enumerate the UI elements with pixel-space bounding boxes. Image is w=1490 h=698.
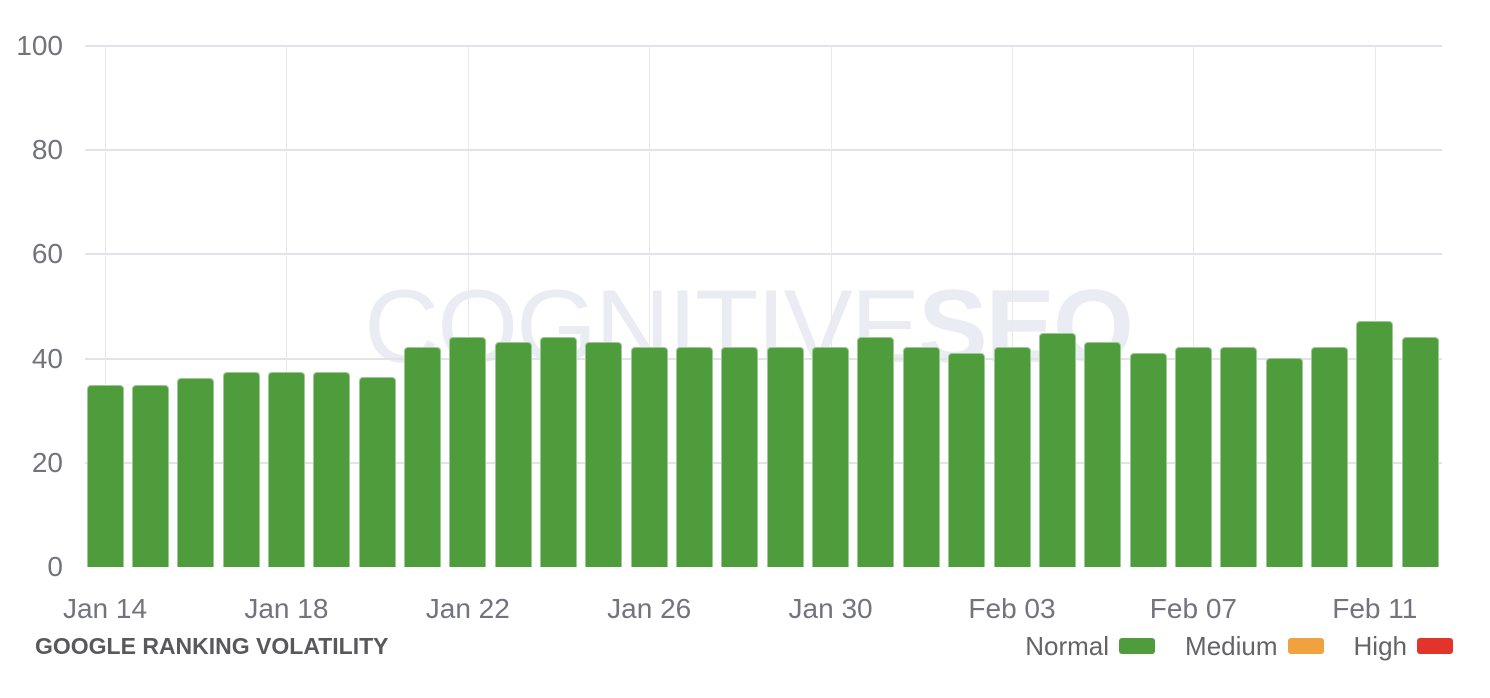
bar-jan-25[interactable]: [585, 342, 623, 567]
x-tick-label-jan-30: Jan 30: [788, 593, 873, 624]
chart-title: GOOGLE RANKING VOLATILITY: [35, 633, 389, 659]
legend-label-normal: Normal: [1025, 631, 1110, 661]
y-tick-label-20: 20: [31, 446, 63, 478]
legend-label-medium: Medium: [1185, 631, 1278, 661]
bar-jan-14[interactable]: [86, 384, 124, 567]
bar-jan-26[interactable]: [630, 347, 668, 567]
legend-swatch-normal: [1119, 638, 1156, 654]
h-gridline-60: [85, 253, 1442, 256]
bar-jan-20[interactable]: [358, 377, 396, 567]
x-tick-label-jan-14: Jan 14: [62, 593, 148, 624]
v-gridline-feb-07: [1193, 46, 1195, 567]
bar-feb-05[interactable]: [1084, 341, 1122, 567]
y-tick-label-40: 40: [31, 342, 63, 374]
legend-item-medium[interactable]: Medium: [1185, 631, 1324, 661]
v-gridline-jan-14: [105, 46, 106, 567]
bar-feb-07[interactable]: [1174, 347, 1212, 567]
x-tick-label-feb-07: Feb 07: [1149, 593, 1237, 624]
h-gridline-40: [85, 357, 1442, 360]
bar-feb-08[interactable]: [1220, 347, 1258, 567]
bar-feb-04[interactable]: [1038, 332, 1076, 567]
y-tick-label-80: 80: [31, 134, 63, 166]
h-gridline-100: [85, 45, 1442, 47]
y-tick-label-60: 60: [31, 238, 63, 270]
legend-swatch-medium: [1287, 638, 1324, 654]
bar-feb-12[interactable]: [1401, 336, 1439, 567]
bar-feb-02[interactable]: [948, 352, 986, 567]
bar-jan-31[interactable]: [857, 336, 895, 567]
bar-feb-03[interactable]: [993, 347, 1031, 567]
bar-jan-21[interactable]: [403, 347, 441, 567]
bar-jan-30[interactable]: [812, 347, 850, 567]
v-gridline-jan-22: [467, 46, 469, 567]
bar-feb-10[interactable]: [1310, 347, 1348, 567]
bar-jan-18[interactable]: [267, 371, 305, 567]
bar-feb-06[interactable]: [1129, 352, 1167, 567]
bar-jan-19[interactable]: [313, 372, 351, 567]
plot-area: COGNITIVESEO: [85, 45, 1442, 567]
bar-jan-28[interactable]: [721, 347, 759, 567]
bar-jan-27[interactable]: [676, 347, 714, 567]
bars-layer: [85, 46, 1442, 567]
v-gridline-jan-30: [830, 46, 832, 567]
y-tick-label-100: 100: [16, 30, 63, 61]
v-gridline-jan-26: [649, 46, 651, 567]
bar-feb-09[interactable]: [1265, 358, 1303, 567]
legend-item-high[interactable]: High: [1354, 631, 1453, 661]
legend-item-normal[interactable]: Normal: [1025, 631, 1156, 661]
bar-feb-01[interactable]: [902, 347, 940, 567]
legend-label-high: High: [1353, 631, 1407, 661]
gridlines-layer: [85, 45, 1442, 567]
bar-jan-22[interactable]: [449, 336, 487, 567]
legend-swatch-high: [1417, 638, 1453, 654]
x-tick-label-jan-26: Jan 26: [607, 593, 692, 624]
bar-jan-17[interactable]: [222, 372, 260, 567]
v-gridline-jan-18: [286, 46, 288, 567]
bar-jan-24[interactable]: [540, 336, 577, 567]
bar-jan-29[interactable]: [766, 347, 804, 567]
bar-jan-23[interactable]: [494, 342, 532, 567]
x-tick-label-feb-11: Feb 11: [1332, 593, 1418, 624]
h-gridline-80: [85, 149, 1442, 152]
x-tick-label-jan-18: Jan 18: [244, 593, 329, 624]
bar-feb-11[interactable]: [1356, 321, 1394, 567]
x-tick-label-jan-22: Jan 22: [425, 593, 510, 624]
h-gridline-20: [85, 461, 1442, 464]
x-tick-label-feb-03: Feb 03: [968, 593, 1056, 624]
legend: Normal Medium High: [1025, 631, 1453, 661]
v-gridline-feb-03: [1012, 46, 1013, 567]
bar-jan-15[interactable]: [131, 384, 169, 567]
v-gridline-feb-11: [1374, 46, 1376, 567]
y-tick-label-0: 0: [47, 551, 63, 582]
bar-jan-16[interactable]: [177, 377, 215, 567]
